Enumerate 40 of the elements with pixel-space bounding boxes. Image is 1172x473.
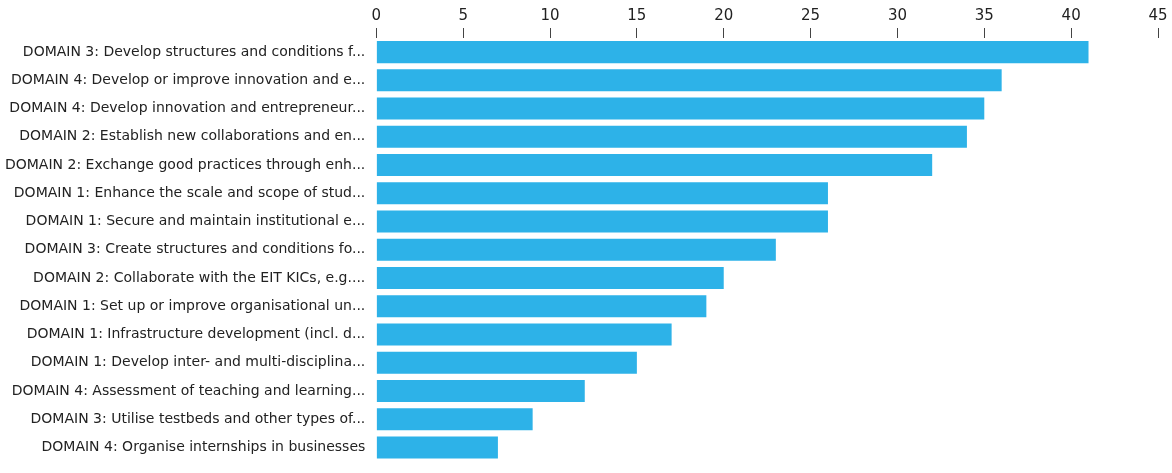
- x-tick-label: 15: [627, 5, 647, 24]
- bar: [376, 436, 498, 459]
- x-tick-label: 40: [1061, 5, 1081, 24]
- bar: [376, 379, 585, 403]
- y-tick-label: DOMAIN 4: Develop innovation and entrepreneur...: [9, 99, 366, 116]
- y-tick-label: DOMAIN 3: Create structures and conditions fo...: [24, 240, 366, 257]
- x-tick-label: 20: [714, 5, 734, 24]
- y-tick-label: DOMAIN 2: Collaborate with the EIT KICs, e.g....: [33, 268, 366, 285]
- bar: [376, 210, 828, 233]
- y-tick-label: DOMAIN 2: Establish new collaborations and en...: [19, 127, 366, 144]
- y-tick-label: DOMAIN 1: Enhance the scale and scope of stud...: [13, 183, 366, 200]
- bar: [376, 69, 1002, 92]
- bar: [376, 154, 933, 177]
- bar: [376, 41, 1089, 64]
- x-tick-label: 35: [974, 5, 994, 24]
- bar: [376, 351, 637, 374]
- y-tick-label: DOMAIN 3: Utilise testbeds and other types of...: [30, 409, 366, 426]
- bar: [376, 267, 724, 290]
- bar: [376, 182, 828, 205]
- x-tick-label: 5: [458, 5, 468, 24]
- y-tick-label: DOMAIN 1: Infrastructure development (incl. d...: [26, 325, 366, 342]
- y-tick-label: DOMAIN 1: Secure and maintain institutional e...: [25, 212, 366, 229]
- y-tick-label: DOMAIN 4: Develop or improve innovation and e...: [11, 71, 366, 87]
- x-tick-label: 10: [540, 5, 560, 24]
- bar: [376, 408, 533, 431]
- bar: [376, 238, 776, 261]
- y-tick-label: DOMAIN 4: Assessment of teaching and learning...: [11, 381, 366, 398]
- x-tick-label: 45: [1148, 5, 1168, 24]
- y-tick-label: DOMAIN 1: Set up or improve organisational un...: [19, 296, 366, 313]
- bar: [376, 295, 707, 318]
- y-tick-label: DOMAIN 2: Exchange good practices through enh...: [4, 155, 366, 172]
- bar: [376, 323, 672, 346]
- y-tick-label: DOMAIN 1: Develop inter- and multi-disciplina...: [30, 353, 366, 370]
- bar: [376, 97, 985, 120]
- x-tick-label: 0: [371, 5, 382, 24]
- y-tick-label: DOMAIN 4: Organise internships in businesses: [41, 438, 366, 455]
- x-tick-label: 25: [801, 5, 821, 24]
- bar: [376, 125, 967, 148]
- y-tick-label: DOMAIN 3: Develop structures and conditions f...: [22, 42, 366, 59]
- x-tick-label: 30: [887, 5, 907, 24]
